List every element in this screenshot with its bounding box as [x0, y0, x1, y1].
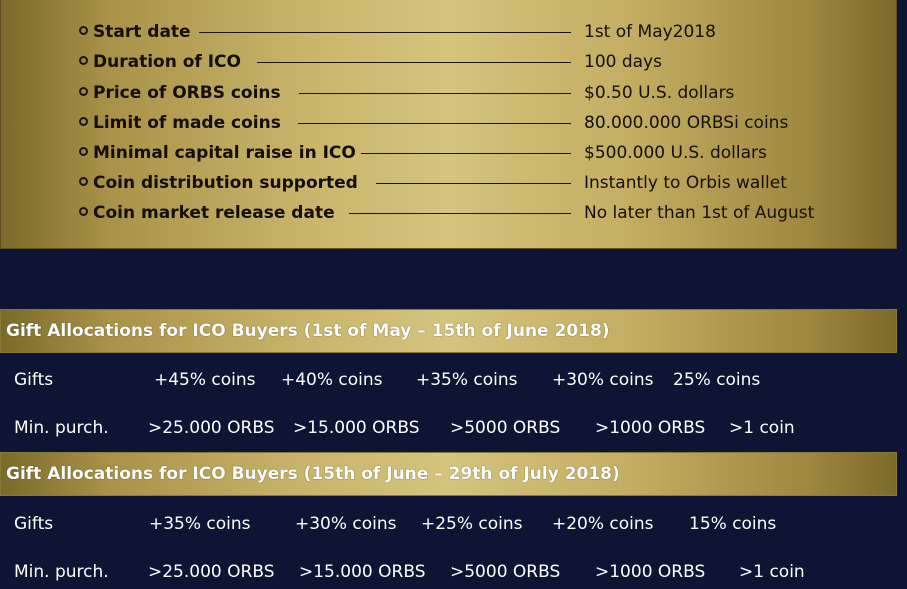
section-title: Gift Allocations for ICO Buyers (15th of… [6, 464, 620, 484]
info-label: Price of ORBS coins [93, 83, 281, 103]
min-cell: >1 coin [729, 418, 795, 438]
gift-cell: +45% coins [154, 370, 256, 390]
info-label: Coin market release date [93, 203, 335, 223]
leader-line [361, 153, 571, 154]
info-value: Instantly to Orbis wallet [584, 173, 787, 193]
info-label: Coin distribution supported [93, 173, 358, 193]
bullet-icon [79, 26, 88, 35]
gift-cell: +35% coins [149, 514, 251, 534]
info-value: 80.000.000 ORBSi coins [584, 113, 789, 133]
info-value: $0.50 U.S. dollars [584, 83, 735, 103]
info-row: Minimal capital raise in ICO $500.000 U.… [1, 142, 898, 172]
leader-line [298, 123, 571, 124]
leader-line [349, 213, 571, 214]
min-cell: >15.000 ORBS [299, 562, 426, 582]
min-cell: >25.000 ORBS [148, 562, 275, 582]
bullet-icon [79, 56, 88, 65]
gifts-row: Gifts +45% coins +40% coins +35% coins +… [0, 369, 907, 397]
info-row: Duration of ICO 100 days [1, 51, 898, 81]
min-cell: >25.000 ORBS [148, 418, 275, 438]
bullet-icon [79, 117, 88, 126]
row-label: Gifts [14, 514, 54, 534]
leader-line [376, 183, 571, 184]
info-row: Coin distribution supported Instantly to… [1, 172, 898, 202]
info-row: Coin market release date No later than 1… [1, 202, 898, 232]
min-purchase-row: Min. purch. >25.000 ORBS >15.000 ORBS >5… [0, 561, 907, 589]
info-label: Duration of ICO [93, 52, 241, 72]
info-label: Start date [93, 22, 191, 42]
min-cell: >1000 ORBS [595, 562, 706, 582]
min-cell: >5000 ORBS [450, 418, 561, 438]
gift-cell: 25% coins [673, 370, 761, 390]
min-cell: >15.000 ORBS [293, 418, 420, 438]
info-row: Limit of made coins 80.000.000 ORBSi coi… [1, 112, 898, 142]
row-label: Min. purch. [14, 562, 109, 582]
gift-cell: +35% coins [416, 370, 518, 390]
info-label: Minimal capital raise in ICO [93, 143, 356, 163]
info-value: 100 days [584, 52, 662, 72]
section-title: Gift Allocations for ICO Buyers (1st of … [6, 321, 610, 341]
info-row: Price of ORBS coins $0.50 U.S. dollars [1, 82, 898, 112]
section-banner: Gift Allocations for ICO Buyers (15th of… [0, 452, 897, 496]
gift-cell: 15% coins [689, 514, 777, 534]
bullet-icon [79, 177, 88, 186]
bullet-icon [79, 207, 88, 216]
leader-line [299, 93, 571, 94]
info-value: $500.000 U.S. dollars [584, 143, 767, 163]
info-value: 1st of May2018 [584, 22, 716, 42]
leader-line [257, 62, 571, 63]
leader-line [199, 32, 571, 33]
gifts-row: Gifts +35% coins +30% coins +25% coins +… [0, 513, 907, 541]
min-purchase-row: Min. purch. >25.000 ORBS >15.000 ORBS >5… [0, 417, 907, 445]
bullet-icon [79, 147, 88, 156]
min-cell: >1000 ORBS [595, 418, 706, 438]
gift-cell: +25% coins [421, 514, 523, 534]
row-label: Gifts [14, 370, 54, 390]
bullet-icon [79, 87, 88, 96]
info-value: No later than 1st of August [584, 203, 815, 223]
gift-cell: +20% coins [552, 514, 654, 534]
gift-cell: +40% coins [281, 370, 383, 390]
info-label: Limit of made coins [93, 113, 281, 133]
row-label: Min. purch. [14, 418, 109, 438]
section-banner: Gift Allocations for ICO Buyers (1st of … [0, 309, 897, 353]
min-cell: >5000 ORBS [450, 562, 561, 582]
gift-cell: +30% coins [552, 370, 654, 390]
info-row: Start date 1st of May2018 [1, 21, 898, 51]
min-cell: >1 coin [739, 562, 805, 582]
gift-cell: +30% coins [295, 514, 397, 534]
ico-info-panel: Start date 1st of May2018 Duration of IC… [0, 0, 897, 249]
